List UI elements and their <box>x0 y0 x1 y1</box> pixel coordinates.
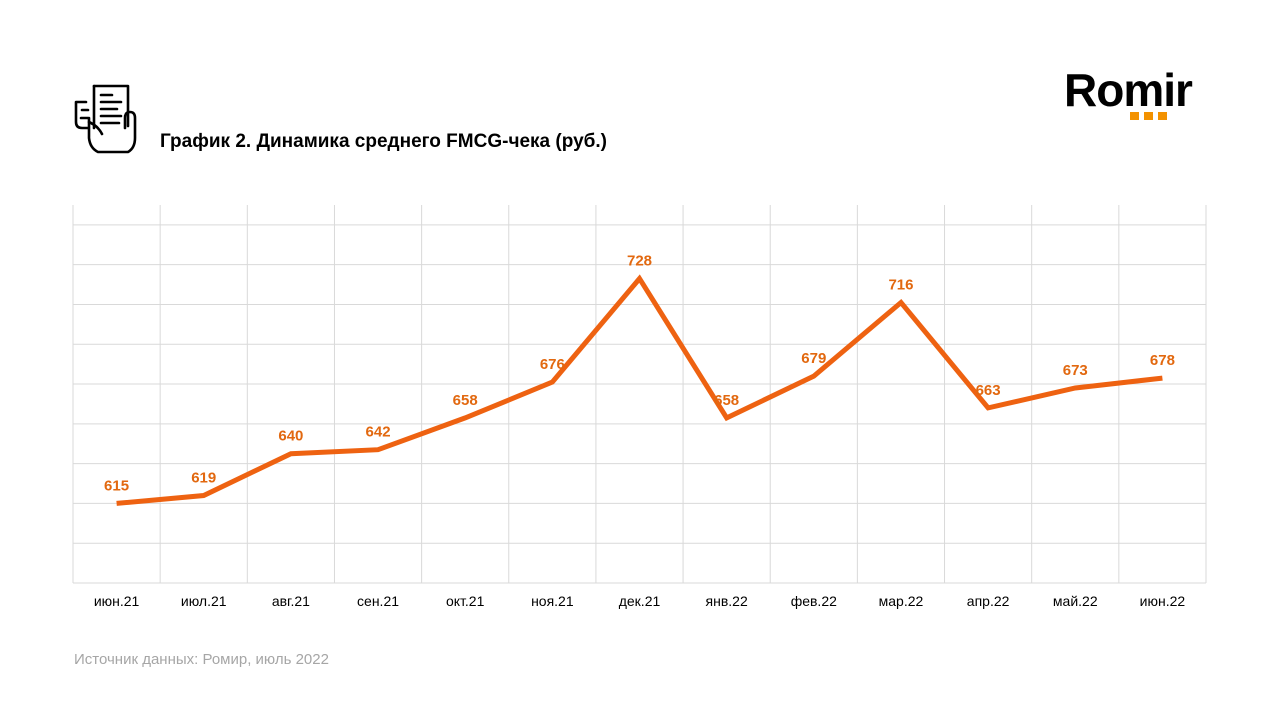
x-tick-label: окт.21 <box>446 593 485 609</box>
x-tick-label: фев.22 <box>791 593 837 609</box>
chart-title: График 2. Динамика среднего FMCG-чека (р… <box>160 131 607 152</box>
data-label: 728 <box>627 253 652 270</box>
chart-data-labels: 615 619 640 642 658 676 728 658 679 716 663 673 678 <box>104 253 1175 495</box>
logo-dot <box>1158 112 1167 120</box>
logo-dots <box>1130 112 1167 120</box>
x-tick-label: апр.22 <box>967 593 1010 609</box>
data-label: 658 <box>453 392 478 409</box>
x-tick-label: авг.21 <box>272 593 310 609</box>
data-label: 678 <box>1150 352 1175 369</box>
x-tick-label: июн.21 <box>94 593 140 609</box>
x-tick-label: дек.21 <box>619 593 661 609</box>
chart-series <box>116 274 1163 506</box>
data-label: 676 <box>540 356 565 373</box>
source-note: Источник данных: Ромир, июль 2022 <box>74 651 329 668</box>
x-tick-label: май.22 <box>1053 593 1098 609</box>
x-tick-label: июн.22 <box>1140 593 1186 609</box>
data-label: 663 <box>976 382 1001 399</box>
x-tick-label: сен.21 <box>357 593 399 609</box>
data-label: 679 <box>801 350 826 367</box>
series-line <box>116 274 1163 506</box>
data-label: 642 <box>366 424 391 441</box>
data-label: 658 <box>714 392 739 409</box>
x-tick-label: ноя.21 <box>531 593 574 609</box>
data-label: 615 <box>104 477 129 494</box>
chart-grid <box>72 205 1207 584</box>
romir-logo: Romir <box>1064 62 1214 126</box>
data-label: 619 <box>191 469 216 486</box>
x-tick-label: мар.22 <box>879 593 924 609</box>
logo-dot <box>1144 112 1153 120</box>
x-tick-label: янв.22 <box>706 593 748 609</box>
chart-x-axis: июн.21 июл.21 авг.21 сен.21 окт.21 ноя.21 дек.… <box>94 593 1186 609</box>
data-label: 716 <box>888 276 913 293</box>
data-label: 640 <box>278 428 303 445</box>
receipt-hand-icon <box>74 84 137 154</box>
logo-dot <box>1130 112 1139 120</box>
data-label: 673 <box>1063 362 1088 379</box>
logo-text: Romir <box>1064 64 1193 116</box>
x-tick-label: июл.21 <box>181 593 227 609</box>
